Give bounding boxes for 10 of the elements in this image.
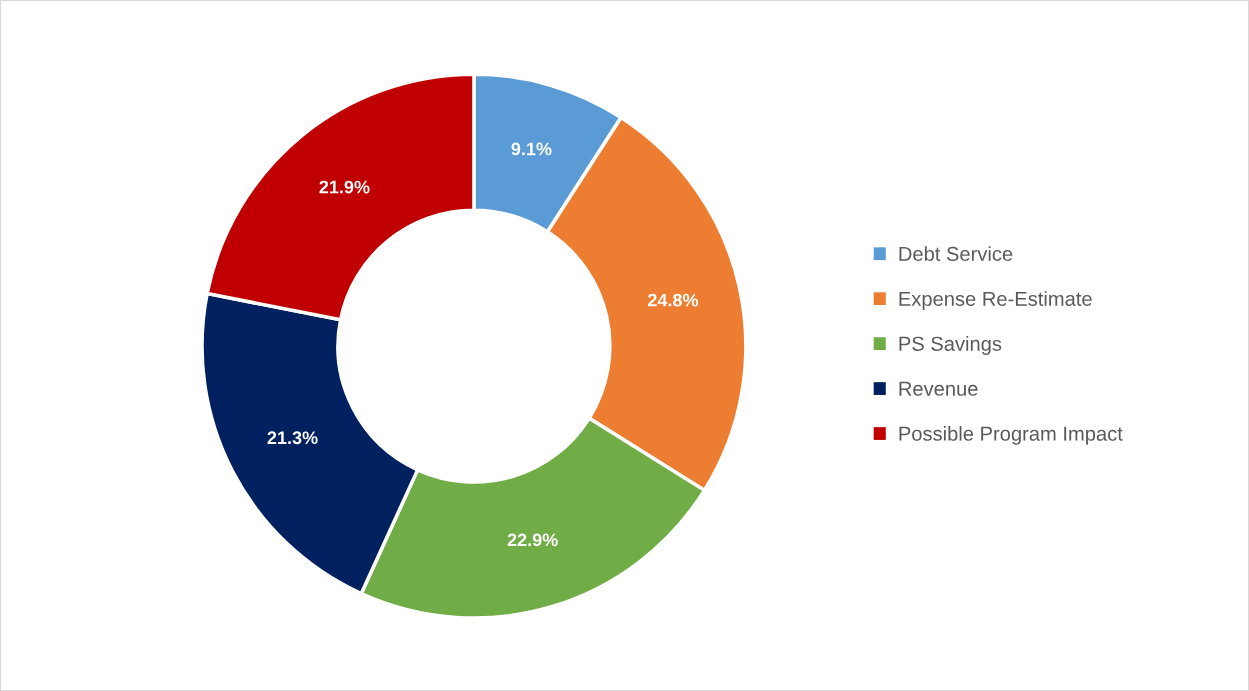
legend-label: Debt Service [899, 246, 1013, 261]
data-label: 24.8% [647, 293, 699, 307]
legend-label: PS Savings [899, 336, 1002, 355]
data-label: 9.1% [511, 142, 552, 156]
legend-label: Revenue [899, 381, 978, 396]
data-label: 21.3% [267, 431, 318, 445]
legend-label: Possible Program Impact [899, 426, 1123, 445]
data-label: 22.9% [507, 533, 558, 547]
data-label: 21.9% [319, 180, 370, 194]
legend-label: Expense Re-Estimate [899, 291, 1092, 310]
